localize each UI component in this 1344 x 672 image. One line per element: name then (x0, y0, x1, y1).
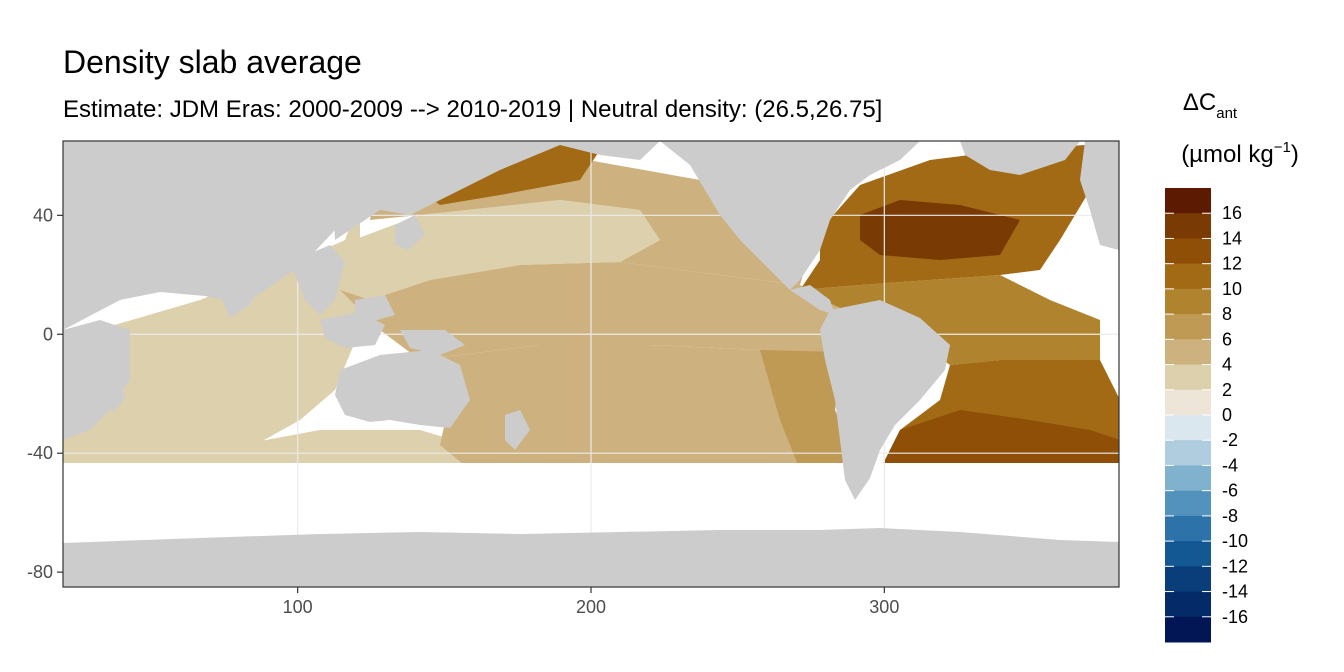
region-south-atlantic-subantarctic (883, 410, 1119, 463)
y-tick-label: 0 (43, 324, 53, 344)
legend-label: 10 (1222, 279, 1242, 299)
land-masses (63, 141, 1119, 587)
legend-swatch (1165, 415, 1211, 441)
land-antarctica (63, 528, 1119, 587)
land-central-america (790, 285, 835, 315)
legend-units: (µmol kg−1) (1181, 139, 1299, 168)
x-tick-label: 300 (869, 597, 899, 617)
legend-swatch (1165, 389, 1211, 416)
land-borneo (355, 295, 395, 322)
legend-swatch (1165, 213, 1211, 239)
land-africa (63, 141, 340, 330)
land-arabia (115, 230, 205, 290)
land-north-america (660, 141, 920, 290)
legend-label: -2 (1222, 430, 1238, 450)
legend-swatch (1165, 490, 1211, 517)
legend-label: -16 (1222, 607, 1248, 627)
land-europe (1080, 141, 1119, 250)
legend-swatch (1165, 263, 1211, 290)
map-panel (63, 141, 1119, 587)
x-tick-label: 100 (283, 597, 313, 617)
legend-swatch (1165, 465, 1211, 492)
land-japan (395, 215, 425, 250)
legend-swatch (1165, 188, 1211, 214)
legend-label: 14 (1222, 228, 1242, 248)
legend-title: ΔCant (1183, 89, 1238, 122)
legend-swatch (1165, 314, 1211, 340)
legend-label: -14 (1222, 582, 1248, 602)
legend-swatch (1165, 440, 1211, 466)
region-south-pacific (420, 345, 857, 463)
y-tick-label: 40 (33, 205, 53, 225)
legend-label: -10 (1222, 531, 1248, 551)
land-new-guinea (400, 330, 465, 355)
x-tick-label: 200 (576, 597, 606, 617)
region-equatorial-pacific (340, 262, 850, 360)
land-madagascar (106, 380, 125, 412)
x-axis: 100 200 300 (283, 587, 899, 617)
legend-label: 2 (1222, 380, 1232, 400)
legend-swatches (1165, 188, 1211, 643)
legend-swatch (1165, 364, 1211, 391)
legend-label: 12 (1222, 254, 1242, 274)
chart-title: Density slab average (63, 44, 362, 80)
land-australia (335, 350, 470, 428)
colorbar-legend: ΔCant (µmol kg−1) 16 14 12 10 8 6 4 2 0 -2 -4 -6 -8 -… (1165, 89, 1299, 643)
land-africa-south (63, 320, 130, 440)
land-india (210, 250, 270, 318)
legend-label: -12 (1222, 556, 1248, 576)
legend-swatch (1165, 591, 1211, 618)
legend-label: 0 (1222, 405, 1232, 425)
legend-swatch (1165, 288, 1211, 315)
y-tick-label: -80 (27, 562, 53, 582)
legend-labels: 16 14 12 10 8 6 4 2 0 -2 -4 -6 -8 -10 -12 -14 -16 (1165, 203, 1248, 627)
legend-label: 8 (1222, 304, 1232, 324)
legend-swatch (1165, 515, 1211, 542)
legend-swatch (1165, 238, 1211, 265)
legend-label: 4 (1222, 355, 1232, 375)
y-axis: 40 0 -40 -80 (27, 205, 63, 582)
legend-swatch (1165, 616, 1211, 643)
legend-swatch (1165, 566, 1211, 593)
region-indian-ocean (63, 200, 360, 445)
land-south-america (820, 300, 950, 500)
legend-swatch (1165, 339, 1211, 366)
land-eurasia (330, 141, 660, 240)
legend-swatch (1165, 541, 1211, 567)
y-tick-label: -40 (27, 443, 53, 463)
legend-label: 6 (1222, 329, 1232, 349)
region-indian-ocean-south (63, 430, 470, 463)
legend-label: 16 (1222, 203, 1242, 223)
chart-subtitle: Estimate: JDM Eras: 2000-2009 --> 2010-2… (63, 96, 882, 123)
land-indochina (290, 245, 345, 315)
legend-label: -8 (1222, 506, 1238, 526)
region-tropical-atlantic (800, 275, 1100, 365)
land-greenland (960, 141, 1080, 175)
legend-label: -4 (1222, 455, 1238, 475)
legend-label: -6 (1222, 481, 1238, 501)
land-new-zealand (505, 410, 530, 450)
